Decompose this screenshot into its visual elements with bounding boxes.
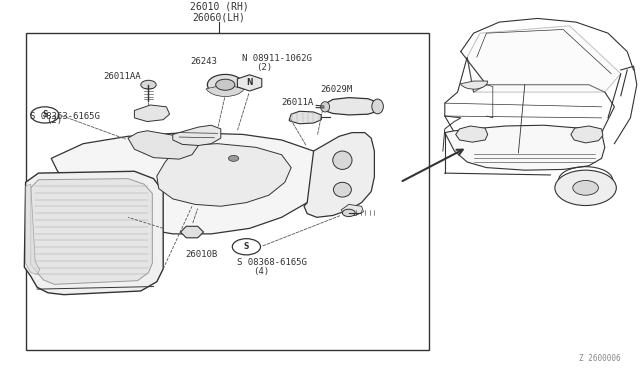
- Circle shape: [141, 80, 156, 89]
- Text: 26010 (RH): 26010 (RH): [190, 2, 248, 12]
- Text: (2): (2): [256, 63, 272, 72]
- Polygon shape: [445, 125, 605, 170]
- Circle shape: [228, 155, 239, 161]
- Polygon shape: [323, 97, 381, 115]
- Polygon shape: [26, 184, 40, 275]
- Text: (4): (4): [253, 267, 269, 276]
- Text: 26243: 26243: [191, 57, 218, 66]
- Circle shape: [342, 209, 355, 217]
- Polygon shape: [456, 126, 488, 142]
- Polygon shape: [128, 131, 198, 159]
- Text: 26010B: 26010B: [186, 250, 218, 259]
- Ellipse shape: [321, 102, 330, 112]
- Text: 26029M: 26029M: [320, 85, 352, 94]
- Polygon shape: [304, 132, 374, 217]
- Text: S: S: [244, 242, 249, 251]
- Text: 26011AA: 26011AA: [103, 72, 141, 81]
- Polygon shape: [467, 26, 621, 92]
- Text: Z 2600006: Z 2600006: [579, 354, 621, 363]
- Polygon shape: [31, 179, 152, 284]
- Polygon shape: [51, 132, 326, 234]
- Polygon shape: [157, 144, 291, 206]
- Ellipse shape: [333, 151, 352, 169]
- Polygon shape: [24, 171, 163, 295]
- Polygon shape: [341, 205, 364, 215]
- Circle shape: [573, 180, 598, 195]
- Text: 26011A: 26011A: [282, 98, 314, 107]
- Circle shape: [555, 170, 616, 205]
- Circle shape: [31, 107, 59, 123]
- Ellipse shape: [333, 182, 351, 197]
- Ellipse shape: [372, 99, 383, 114]
- Wedge shape: [460, 81, 488, 89]
- Bar: [26, 33, 429, 350]
- Wedge shape: [206, 85, 244, 96]
- Text: S: S: [42, 110, 47, 119]
- Polygon shape: [173, 125, 221, 145]
- Polygon shape: [134, 105, 170, 122]
- Text: (2): (2): [46, 115, 62, 125]
- Text: N 08911-1062G: N 08911-1062G: [242, 54, 312, 62]
- Circle shape: [216, 79, 235, 90]
- Text: S 08368-6165G: S 08368-6165G: [237, 258, 307, 267]
- Text: S 08363-6165G: S 08363-6165G: [30, 112, 100, 121]
- Polygon shape: [289, 111, 321, 124]
- Text: 26060(LH): 26060(LH): [193, 12, 246, 22]
- Circle shape: [207, 74, 243, 95]
- Text: N: N: [246, 78, 253, 87]
- Polygon shape: [445, 57, 614, 153]
- Polygon shape: [571, 126, 603, 143]
- Circle shape: [232, 239, 260, 255]
